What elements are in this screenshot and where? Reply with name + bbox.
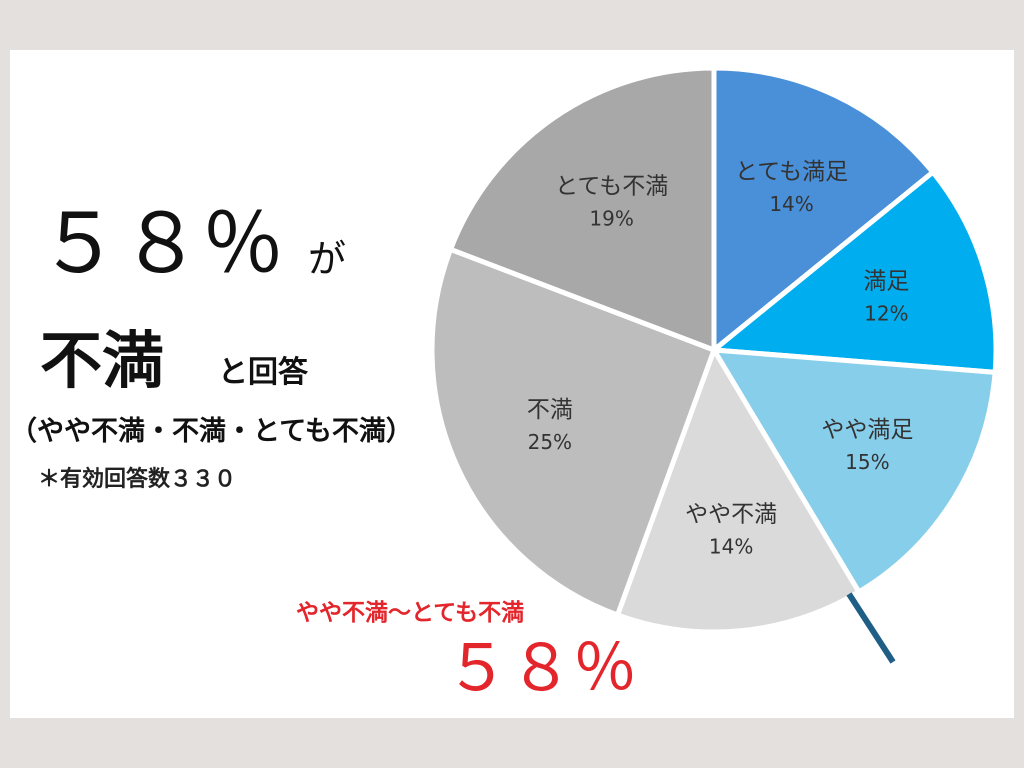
- red-percent: ５８％: [445, 632, 637, 706]
- pie-slice: [709, 347, 998, 596]
- slice-label: やや不満: [685, 502, 777, 528]
- pie-slice: [429, 246, 718, 619]
- slice-value-label: 25%: [528, 430, 572, 454]
- slice-label: 不満: [527, 397, 573, 423]
- headline-suffix: と回答: [218, 355, 309, 390]
- red-caption: やや不満〜とても不満: [296, 600, 524, 626]
- slice-value-label: 12%: [864, 301, 908, 325]
- sample-size: ＊有効回答数３３０: [38, 466, 236, 492]
- slice-value-label: 14%: [769, 192, 813, 216]
- pie-slice: [614, 344, 863, 635]
- headline-percent: ５８％: [38, 197, 284, 292]
- slice-value-label: 19%: [589, 206, 633, 230]
- headline-particle: が: [308, 237, 346, 281]
- slice-label: 満足: [863, 268, 909, 294]
- accent-line: [846, 592, 896, 664]
- slice-value-label: 15%: [845, 450, 889, 474]
- headline-word: 不満: [40, 324, 164, 397]
- slice-label: やや満足: [821, 417, 913, 443]
- pie-slice: [707, 168, 999, 376]
- slice-label: とても不満: [555, 173, 668, 199]
- pie-slice: [447, 65, 717, 354]
- slice-label: とても満足: [735, 159, 848, 185]
- slice-value-label: 14%: [709, 535, 753, 559]
- headline-note: （やや不満・不満・とても不満）: [10, 416, 413, 447]
- pie-slice: [711, 65, 937, 356]
- pie: [429, 65, 999, 635]
